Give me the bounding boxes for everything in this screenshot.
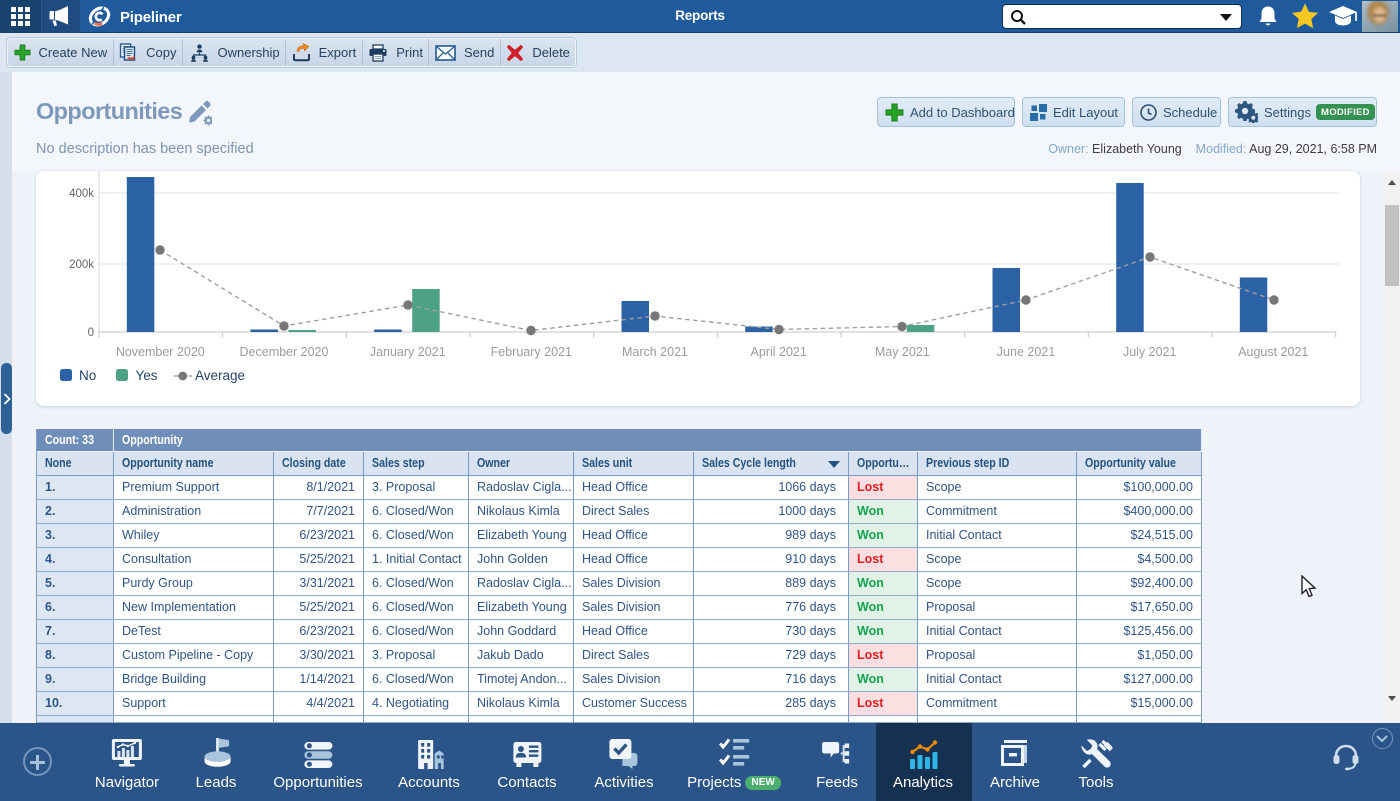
svg-text:January 2021: January 2021 bbox=[370, 345, 446, 359]
svg-text:April 2021: April 2021 bbox=[751, 345, 807, 359]
svg-text:August 2021: August 2021 bbox=[1238, 345, 1308, 359]
svg-text:June 2021: June 2021 bbox=[997, 345, 1055, 359]
svg-text:December 2020: December 2020 bbox=[240, 345, 329, 359]
svg-text:May 2021: May 2021 bbox=[875, 345, 930, 359]
svg-text:400k: 400k bbox=[69, 188, 94, 200]
svg-text:0: 0 bbox=[88, 327, 94, 339]
svg-text:July 2021: July 2021 bbox=[1123, 345, 1177, 359]
svg-text:200k: 200k bbox=[69, 259, 94, 271]
svg-text:March 2021: March 2021 bbox=[622, 345, 688, 359]
svg-text:November 2020: November 2020 bbox=[116, 345, 205, 359]
svg-text:February 2021: February 2021 bbox=[491, 345, 572, 359]
